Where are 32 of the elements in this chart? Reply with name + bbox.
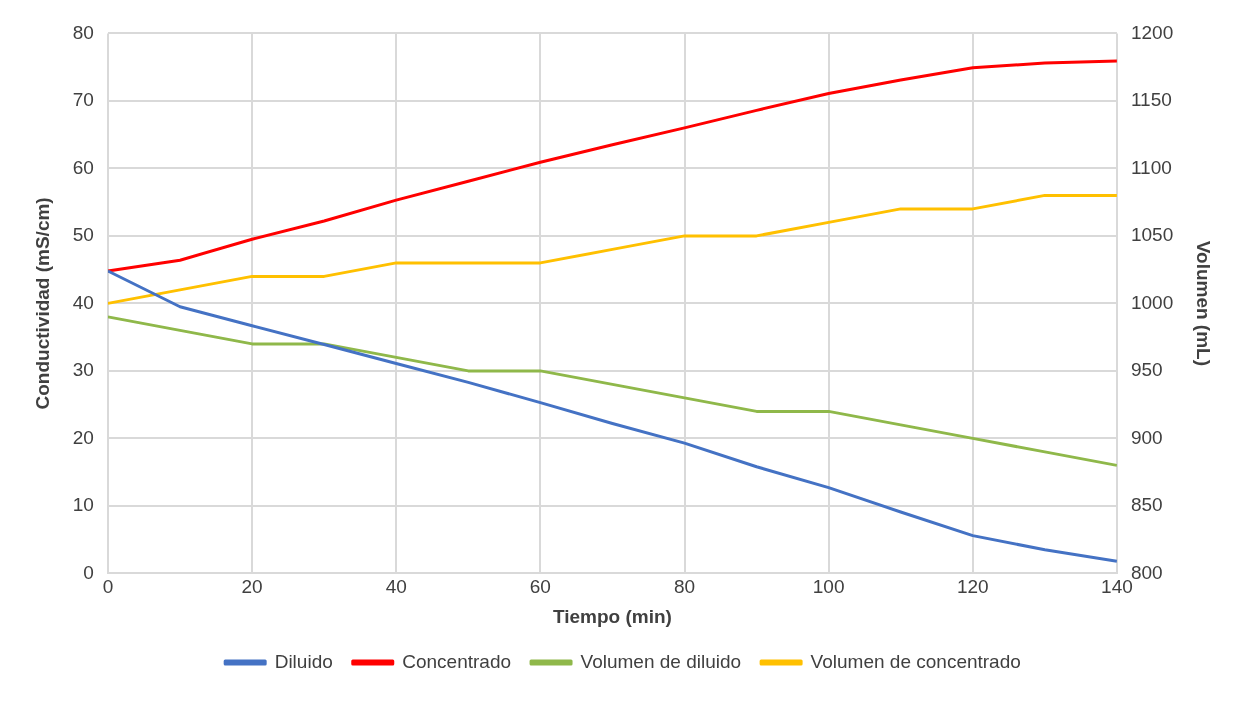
x-tick-label: 60 [529, 576, 551, 598]
y-tick-label: 20 [72, 426, 94, 448]
x-tick-label: 80 [673, 576, 696, 598]
legend-label: Concentrado [402, 650, 512, 672]
y2-axis-title: Volumen (mL) [1193, 240, 1215, 367]
y2-tick-label: 950 [1130, 359, 1163, 381]
x-tick-label: 100 [812, 576, 845, 598]
x-tick-label: 140 [1101, 576, 1133, 598]
y2-tick-label: 1050 [1130, 224, 1174, 246]
x-axis-title: Tiempo (min) [552, 605, 672, 627]
legend-label: Volumen de concentrado [810, 650, 1021, 672]
y2-tick-label: 1200 [1130, 21, 1174, 43]
y2-tick-label: 1000 [1130, 291, 1174, 313]
y-tick-label: 0 [83, 561, 94, 583]
x-tick-label: 120 [956, 576, 989, 598]
y-tick-label: 60 [72, 156, 94, 178]
y-tick-label: 30 [72, 359, 94, 381]
y-tick-label: 70 [72, 89, 94, 111]
y-tick-label: 80 [72, 21, 94, 43]
y2-tick-label: 850 [1130, 494, 1163, 516]
legend-label: Volumen de diluido [580, 650, 742, 672]
y2-tick-label: 1150 [1130, 89, 1172, 111]
y-axis-title: Conductividad (mS/cm) [31, 197, 53, 410]
x-tick-label: 0 [102, 576, 114, 598]
y-tick-label: 10 [72, 494, 94, 516]
y-tick-label: 40 [72, 291, 94, 313]
y2-tick-label: 900 [1130, 426, 1163, 448]
y2-tick-label: 1100 [1130, 156, 1172, 178]
y-tick-label: 50 [72, 224, 94, 246]
x-tick-label: 40 [385, 576, 407, 598]
legend-label: Diluido [274, 650, 333, 672]
x-tick-label: 20 [241, 576, 263, 598]
